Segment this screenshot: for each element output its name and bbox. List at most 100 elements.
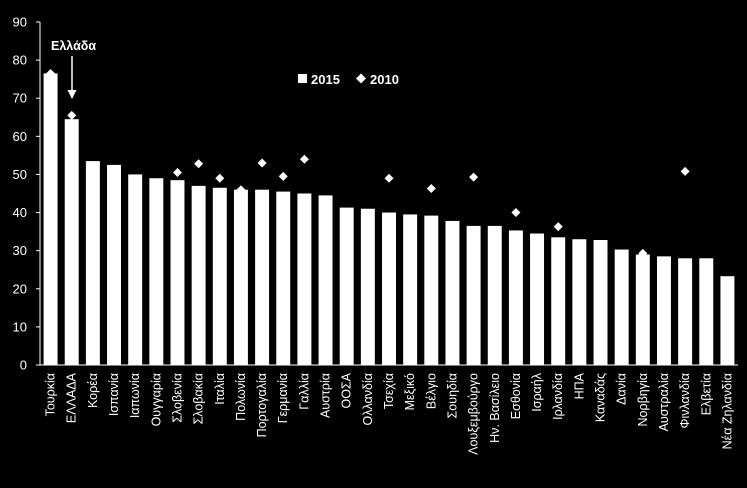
annotation-label: Ελλάδα xyxy=(51,39,96,53)
marker-2010 xyxy=(257,158,267,168)
bar-2015 xyxy=(382,212,396,365)
x-tick-label: Δανία xyxy=(615,373,629,405)
bar-2015 xyxy=(107,164,122,365)
bar-2015 xyxy=(360,208,375,365)
marker-2010 xyxy=(469,172,479,182)
bar-2015 xyxy=(339,207,354,365)
x-tick-label: Ισπανία xyxy=(107,373,121,416)
x-tick-label: Βέλγιο xyxy=(424,373,438,409)
y-tick-label: 10 xyxy=(13,319,27,334)
y-tick-label: 30 xyxy=(13,243,27,258)
x-tick-label: Νέα Ζηλανδία xyxy=(720,373,734,449)
legend-label-2015: 2015 xyxy=(311,72,340,87)
marker-2010 xyxy=(680,166,690,176)
x-tick-label: Τσεχία xyxy=(382,373,396,409)
x-tick-label: Ισραήλ xyxy=(530,372,544,411)
bar-2015 xyxy=(678,258,693,365)
bar-2015 xyxy=(128,174,143,365)
marker-2010 xyxy=(511,208,521,218)
x-tick-label: Λουξεμβούργο xyxy=(467,373,481,455)
bar-2015 xyxy=(424,215,439,365)
x-tick-label: Ιαπωνία xyxy=(128,373,142,418)
marker-2010 xyxy=(172,168,182,178)
x-tick-label: Πολωνία xyxy=(234,373,248,421)
x-tick-label: Εσθονία xyxy=(509,373,523,419)
bar-2015 xyxy=(572,239,587,365)
bar-2015 xyxy=(276,191,291,365)
x-tick-label: Σλοβενία xyxy=(170,373,184,423)
legend-marker-2010 xyxy=(356,73,366,84)
bar-2015 xyxy=(170,180,185,365)
x-tick-label: Αυστρία xyxy=(319,373,333,418)
x-tick-label: Καναδάς xyxy=(594,373,608,422)
x-tick-label: Γερμανία xyxy=(276,373,290,423)
bar-2015 xyxy=(403,214,418,365)
x-tick-label: ΕΛΛΑΔΑ xyxy=(65,372,79,423)
y-axis: 0 10 20 30 40 50 60 70 80 90 xyxy=(13,15,41,373)
bar-2015 xyxy=(508,230,523,365)
bars-2015 xyxy=(43,73,735,365)
x-tick-label: Μεξικό xyxy=(403,373,417,410)
x-tick-label: Πορτογαλία xyxy=(255,373,269,437)
annotation: Ελλάδα xyxy=(51,39,96,99)
x-tick-label: Φινλανδία xyxy=(678,373,692,429)
x-tick-label: Ουγγαρία xyxy=(149,373,163,426)
y-tick-label: 90 xyxy=(13,15,27,30)
x-tick-label: Γαλλία xyxy=(297,373,311,410)
marker-2010 xyxy=(384,173,394,183)
x-tick-label: Σουηδία xyxy=(445,373,459,418)
bar-2015 xyxy=(43,73,58,365)
bar-2015 xyxy=(530,233,545,365)
bar-2015 xyxy=(191,185,206,365)
bar-2015 xyxy=(635,254,650,365)
annotation-arrow-head xyxy=(67,90,77,99)
bar-2015 xyxy=(85,161,100,365)
x-tick-label: Νορβηγία xyxy=(636,373,650,427)
y-tick-label: 60 xyxy=(13,129,27,144)
legend-swatch-2015 xyxy=(298,74,307,83)
y-tick-label: 20 xyxy=(13,281,27,296)
markers-2010 xyxy=(46,68,690,258)
bar-2015 xyxy=(720,276,735,365)
bar-2015 xyxy=(212,187,227,365)
bar-2015 xyxy=(445,220,460,365)
bar-2015 xyxy=(318,195,333,365)
y-tick-label: 40 xyxy=(13,205,27,220)
bar-2015 xyxy=(64,119,79,365)
bar-2015 xyxy=(149,178,164,365)
x-tick-label: Ιταλία xyxy=(213,373,227,405)
bar-2015 xyxy=(593,239,608,365)
marker-2010 xyxy=(236,185,246,195)
bar-2015 xyxy=(551,237,566,365)
bar-2015 xyxy=(297,193,312,365)
legend: 2015 2010 xyxy=(298,72,399,87)
x-tick-label: Κορέα xyxy=(86,373,100,408)
marker-2010 xyxy=(299,154,309,164)
y-tick-label: 80 xyxy=(13,53,27,68)
legend-label-2010: 2010 xyxy=(370,72,399,87)
x-tick-label: Ελβετία xyxy=(699,373,713,415)
bar-2015 xyxy=(233,189,248,365)
bar-2015 xyxy=(487,225,502,365)
bar-2015 xyxy=(255,189,270,365)
x-tick-label: ΗΠΑ xyxy=(572,372,586,399)
marker-2010 xyxy=(46,68,56,78)
x-tick-label: Τουρκία xyxy=(44,373,58,416)
x-tick-label: Ολλανδία xyxy=(361,373,375,425)
x-tick-label: Ην. Βασίλειο xyxy=(488,373,502,443)
marker-2010 xyxy=(638,248,648,258)
marker-2010 xyxy=(215,173,225,183)
y-tick-label: 50 xyxy=(13,167,27,182)
x-axis: Τουρκία ΕΛΛΑΔΑ Κορέα Ισπανία Ιαπωνία Ουγγαρία… xyxy=(40,364,738,455)
bar-2015 xyxy=(656,256,671,365)
bar-2015 xyxy=(466,225,481,365)
marker-2010 xyxy=(553,222,563,232)
marker-2010 xyxy=(67,110,77,120)
x-tick-label: Σλοβακία xyxy=(192,373,206,424)
y-tick-label: 70 xyxy=(13,91,27,106)
bar-2015 xyxy=(699,258,714,365)
bar-2015 xyxy=(614,249,629,365)
marker-2010 xyxy=(426,184,436,194)
y-tick-label: 0 xyxy=(20,358,27,373)
